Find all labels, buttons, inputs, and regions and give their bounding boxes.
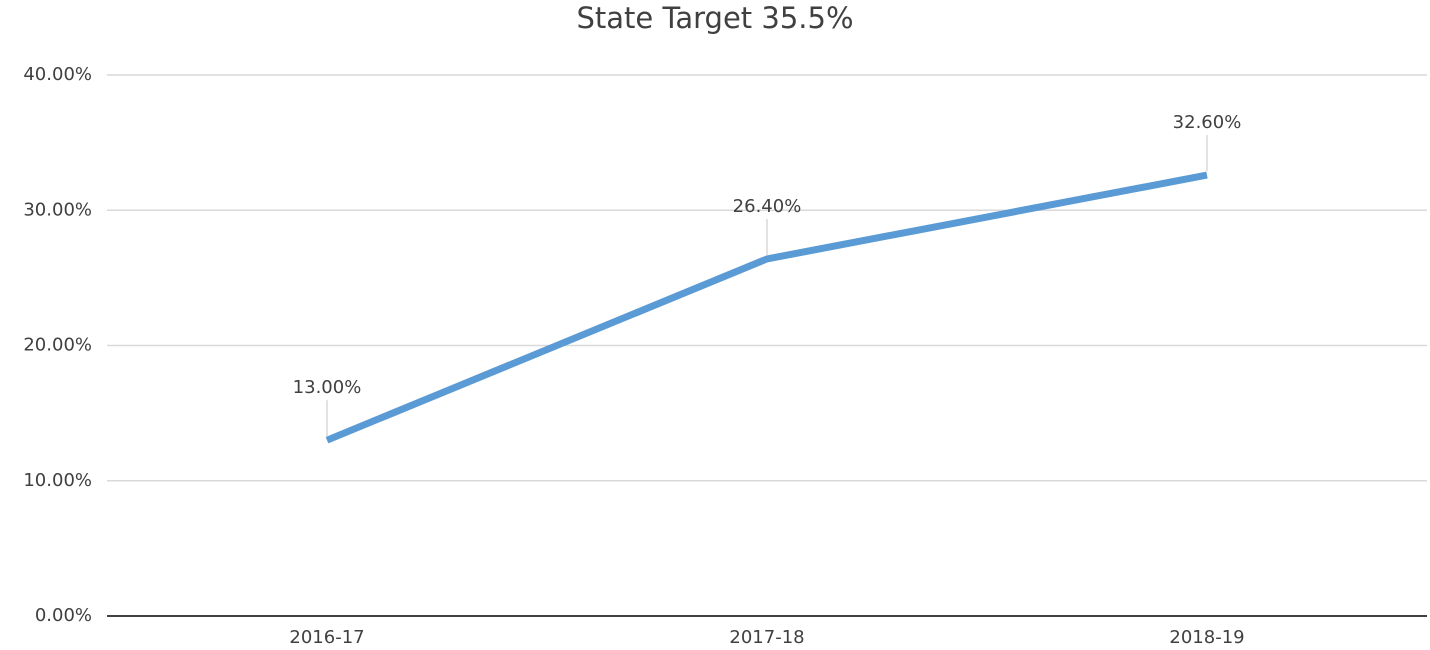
- y-tick-label: 10.00%: [23, 470, 92, 491]
- data-label: 32.60%: [1173, 112, 1242, 133]
- chart-title: State Target 35.5%: [576, 1, 853, 35]
- y-tick-label: 30.00%: [23, 199, 92, 220]
- x-tick-label: 2017-18: [729, 627, 804, 648]
- data-label: 26.40%: [733, 196, 802, 217]
- x-tick-label: 2018-19: [1169, 627, 1244, 648]
- y-tick-label: 40.00%: [23, 64, 92, 85]
- y-tick-label: 0.00%: [35, 605, 92, 626]
- x-tick-label: 2016-17: [289, 627, 364, 648]
- line: [325, 171, 1208, 444]
- y-tick-label: 20.00%: [23, 335, 92, 356]
- data-label: 13.00%: [293, 377, 362, 398]
